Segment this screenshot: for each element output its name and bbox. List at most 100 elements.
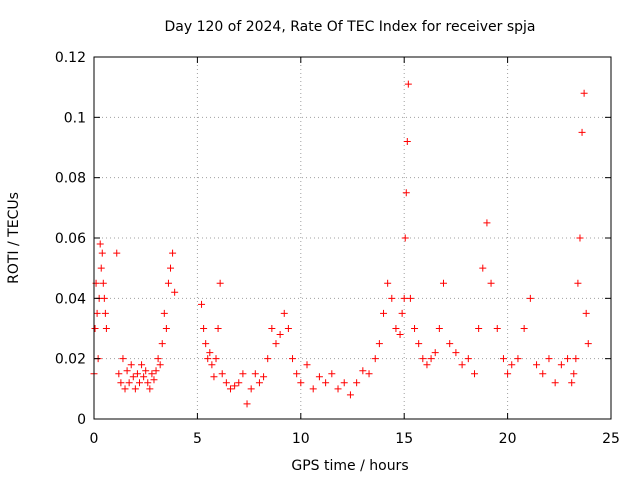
data-point xyxy=(564,355,572,363)
data-point xyxy=(206,349,214,357)
data-point xyxy=(164,279,172,287)
data-point xyxy=(125,379,133,387)
data-point xyxy=(113,249,121,257)
y-axis-label: ROTI / TECUs xyxy=(6,192,22,284)
data-point xyxy=(91,325,99,332)
data-point xyxy=(493,325,501,332)
data-point xyxy=(251,370,259,378)
data-point xyxy=(439,279,447,287)
data-point xyxy=(284,325,292,332)
data-point xyxy=(475,325,483,332)
data-point xyxy=(309,385,317,393)
data-point xyxy=(214,325,222,332)
data-point xyxy=(96,240,104,248)
data-point xyxy=(400,294,408,302)
data-point xyxy=(218,370,226,378)
data-point xyxy=(216,279,224,287)
data-point xyxy=(212,355,220,363)
data-point xyxy=(171,288,179,296)
data-point xyxy=(419,355,427,363)
data-point xyxy=(504,370,512,378)
x-tick-label: 10 xyxy=(292,431,310,447)
data-point xyxy=(156,361,164,369)
data-point xyxy=(101,309,109,317)
data-point xyxy=(131,385,139,393)
data-point xyxy=(353,379,361,387)
data-point xyxy=(396,331,404,339)
data-point xyxy=(140,373,148,381)
data-point xyxy=(487,279,495,287)
data-point xyxy=(127,361,135,369)
data-point xyxy=(365,370,373,378)
data-point xyxy=(375,340,383,348)
data-point xyxy=(158,340,166,348)
data-point xyxy=(97,264,105,272)
data-point xyxy=(526,294,534,302)
data-point xyxy=(268,325,276,332)
data-point xyxy=(121,385,129,393)
data-point xyxy=(100,294,108,302)
y-tick-label: 0.04 xyxy=(55,291,86,307)
data-point xyxy=(572,355,580,363)
data-point xyxy=(346,391,354,399)
data-point xyxy=(359,367,367,375)
data-point xyxy=(255,379,263,387)
data-point xyxy=(340,379,348,387)
data-point xyxy=(582,309,590,317)
data-point xyxy=(404,80,412,88)
data-point xyxy=(402,189,410,197)
data-point xyxy=(280,309,288,317)
data-point xyxy=(142,367,150,375)
data-point xyxy=(202,340,210,348)
data-point xyxy=(411,325,419,332)
data-point xyxy=(154,355,162,363)
data-point xyxy=(200,325,208,332)
data-point xyxy=(198,300,206,308)
axis-ticks: 0 0.02 0.04 0.06 0.08 0.1 0.12 0 5 10 15 20 25 xyxy=(55,50,620,447)
data-point xyxy=(303,361,311,369)
data-point xyxy=(576,234,584,242)
data-point xyxy=(435,325,443,332)
data-point xyxy=(231,382,239,390)
data-point xyxy=(392,325,400,332)
data-point xyxy=(239,370,247,378)
data-point xyxy=(545,355,553,363)
data-point xyxy=(162,325,170,332)
data-point xyxy=(464,355,472,363)
data-point xyxy=(471,370,479,378)
data-point xyxy=(297,379,305,387)
data-point xyxy=(129,373,137,381)
data-point xyxy=(551,379,559,387)
data-point xyxy=(160,309,168,317)
data-point xyxy=(446,340,454,348)
y-tick-label: 0.1 xyxy=(64,110,86,126)
data-point xyxy=(427,355,435,363)
data-point xyxy=(289,355,297,363)
data-point xyxy=(452,349,460,357)
data-point xyxy=(167,264,175,272)
data-point xyxy=(431,349,439,357)
data-point xyxy=(423,361,431,369)
data-point xyxy=(570,370,578,378)
data-point xyxy=(388,294,396,302)
data-point xyxy=(210,373,218,381)
data-point xyxy=(150,376,158,384)
y-tick-label: 0.06 xyxy=(55,231,86,247)
data-point xyxy=(533,361,541,369)
data-point xyxy=(208,361,216,369)
data-point xyxy=(222,379,230,387)
y-tick-label: 0.08 xyxy=(55,171,86,187)
data-point xyxy=(117,379,125,387)
data-point xyxy=(115,370,123,378)
data-point xyxy=(148,370,156,378)
data-point xyxy=(138,361,146,369)
data-point xyxy=(226,385,234,393)
data-point xyxy=(146,385,154,393)
chart-title: Day 120 of 2024, Rate Of TEC Index for r… xyxy=(164,19,535,35)
data-point xyxy=(98,249,106,257)
data-point xyxy=(584,340,592,348)
data-points xyxy=(90,80,592,408)
data-point xyxy=(415,340,423,348)
y-tick-label: 0.02 xyxy=(55,352,86,368)
